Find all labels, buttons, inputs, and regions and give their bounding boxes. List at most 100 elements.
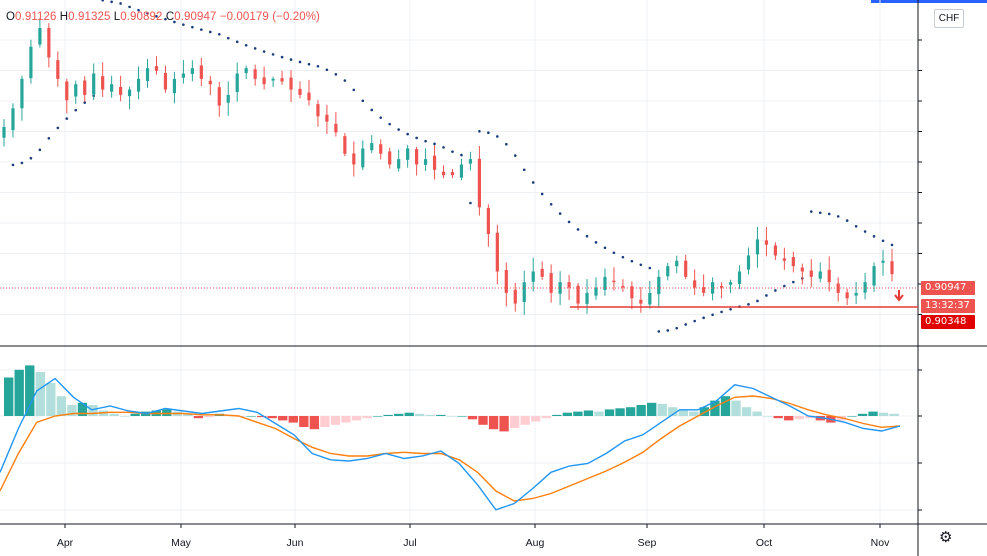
time-axis-label: Jun — [287, 537, 304, 549]
psar-dot — [621, 255, 625, 259]
candlesticks — [2, 18, 894, 315]
macd-histogram-bar — [267, 416, 277, 419]
psar-dot — [29, 156, 33, 160]
psar-dot — [612, 251, 616, 255]
psar-dot — [442, 146, 445, 149]
candle-body — [513, 289, 517, 304]
macd-pane — [0, 365, 901, 511]
macd-histogram-bar — [394, 413, 404, 416]
psar-dot — [334, 73, 338, 76]
candle-body — [262, 77, 266, 85]
candle-body — [406, 148, 410, 160]
candle-body — [585, 292, 589, 304]
candle-body — [235, 73, 239, 93]
psar-dot — [711, 313, 714, 317]
candle-body — [872, 266, 876, 286]
macd-histogram-bar — [130, 413, 140, 416]
candle-body — [136, 78, 141, 92]
macd-histogram-bar — [699, 407, 710, 416]
candle-body — [791, 257, 795, 267]
candle-body — [576, 285, 580, 304]
psar-dot — [549, 202, 553, 206]
candle-body — [486, 207, 490, 235]
macd-histogram-bar — [647, 402, 657, 416]
macd-histogram-bar — [425, 414, 435, 416]
macd-histogram-bar — [109, 413, 119, 416]
candle-body — [325, 114, 329, 122]
psar-dot — [47, 136, 51, 140]
candle-body — [755, 239, 760, 255]
candle-body — [334, 123, 338, 133]
psar-dot — [558, 212, 562, 215]
psar-dot — [836, 215, 840, 218]
macd-histogram-bar — [625, 407, 636, 416]
psar-dot — [809, 210, 813, 213]
psar-dot — [540, 192, 544, 196]
candle-body — [172, 78, 177, 94]
macd-histogram-bar — [794, 416, 804, 420]
psar-dots — [11, 0, 894, 333]
macd-histogram-bar — [25, 365, 35, 416]
psar-dot — [648, 266, 652, 270]
psar-dot — [720, 310, 723, 314]
psar-dot — [792, 280, 795, 284]
candle-body — [226, 94, 230, 103]
gear-icon[interactable]: ⚙ — [939, 529, 953, 546]
candle-body — [298, 88, 302, 95]
ohlc-low-value: 0.90892 — [120, 11, 163, 23]
candle-body — [361, 148, 365, 168]
psar-dot — [11, 163, 15, 167]
ohlc-legend: O0.91126 H0.91325 L0.90892 C0.90947 −0.0… — [6, 11, 320, 23]
currency-badge[interactable]: CHF — [934, 9, 964, 28]
psar-dot — [173, 20, 176, 24]
candle-body — [145, 68, 150, 81]
candle-body — [540, 268, 544, 277]
psar-dot — [253, 47, 257, 50]
candle-body — [863, 282, 867, 293]
macd-histogram-bar — [35, 372, 45, 416]
candle-body — [29, 46, 33, 79]
candle-body — [92, 73, 96, 95]
candle-body — [397, 159, 401, 169]
psar-dot — [56, 126, 60, 130]
macd-histogram-bar — [741, 407, 752, 416]
macd-histogram-bar — [14, 369, 24, 416]
macd-histogram-bar — [541, 416, 551, 419]
macd-histogram-bar — [731, 400, 741, 416]
psar-dot — [298, 60, 302, 64]
macd-histogram-bar — [488, 416, 499, 430]
candle-body — [110, 84, 114, 92]
candle-body — [800, 267, 804, 272]
psar-dot — [845, 219, 849, 222]
psar-dot — [872, 235, 876, 238]
time-axis-label: Apr — [57, 537, 74, 549]
psar-dot — [827, 212, 831, 216]
macd-histogram-bar — [256, 416, 267, 418]
macd-histogram-bar — [762, 416, 773, 417]
time-axis: Apr May Jun Jul Aug Sep Oct Nov — [57, 524, 890, 549]
macd-histogram-bar — [689, 411, 699, 416]
candle-body — [639, 299, 643, 304]
last-price-label: 0.90947 — [921, 281, 975, 295]
candle-body — [38, 28, 42, 45]
psar-dot — [164, 17, 167, 21]
candle-body — [854, 292, 858, 296]
psar-dot — [20, 161, 24, 165]
macd-histogram-bar — [436, 414, 446, 416]
psar-dot — [863, 230, 867, 233]
candle-body — [154, 66, 159, 71]
candle-body — [603, 276, 607, 290]
macd-histogram-bar — [246, 416, 256, 417]
macd-histogram-bar — [499, 416, 509, 432]
psar-dot — [522, 168, 526, 172]
macd-histogram-bar — [67, 405, 77, 416]
candle-body — [477, 158, 481, 208]
psar-dot — [200, 28, 203, 31]
macd-histogram-bar — [457, 416, 467, 417]
macd-histogram-bar — [320, 416, 330, 427]
psar-dot — [110, 0, 113, 4]
macd-histogram-bar — [278, 416, 288, 421]
macd-histogram-bar — [383, 414, 393, 416]
